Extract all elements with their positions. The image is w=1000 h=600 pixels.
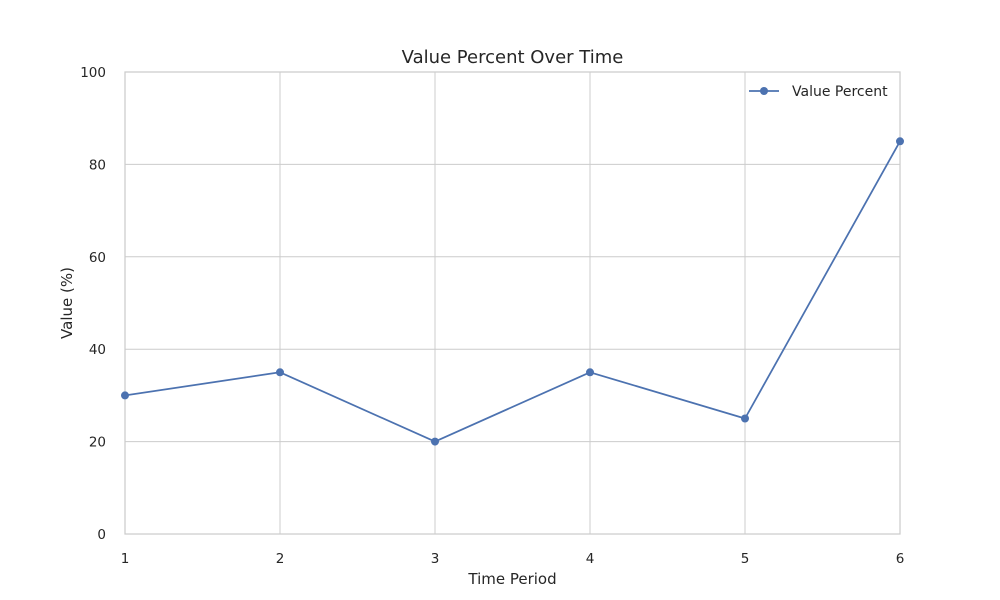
series-layer xyxy=(121,137,904,446)
y-tick-label: 100 xyxy=(80,65,106,81)
data-point xyxy=(741,414,749,423)
x-tick-label: 5 xyxy=(741,551,750,567)
data-point xyxy=(586,368,594,377)
legend-label: Value Percent xyxy=(792,84,888,100)
x-tick-label: 2 xyxy=(276,551,285,567)
plot-frame xyxy=(124,71,901,535)
series-line xyxy=(124,140,901,443)
y-tick-label: 60 xyxy=(89,250,106,266)
grid xyxy=(124,71,901,535)
data-point xyxy=(896,137,904,146)
x-axis-label: Time Period xyxy=(467,570,556,588)
data-point xyxy=(121,391,129,400)
x-tick-label: 3 xyxy=(431,551,440,567)
y-tick-label: 20 xyxy=(89,435,106,451)
data-point xyxy=(431,437,439,446)
y-tick-label: 40 xyxy=(89,342,106,358)
legend-marker-swatch xyxy=(760,87,768,95)
y-tick-label: 0 xyxy=(97,527,106,543)
y-tick-label: 80 xyxy=(89,157,106,173)
chart-title: Value Percent Over Time xyxy=(402,47,624,68)
x-tick-label: 6 xyxy=(896,551,905,567)
data-point xyxy=(276,368,284,377)
legend: Value Percent xyxy=(749,84,888,100)
x-tick-label: 1 xyxy=(121,551,130,567)
x-tick-label: 4 xyxy=(586,551,595,567)
y-axis-label: Value (%) xyxy=(58,267,76,339)
